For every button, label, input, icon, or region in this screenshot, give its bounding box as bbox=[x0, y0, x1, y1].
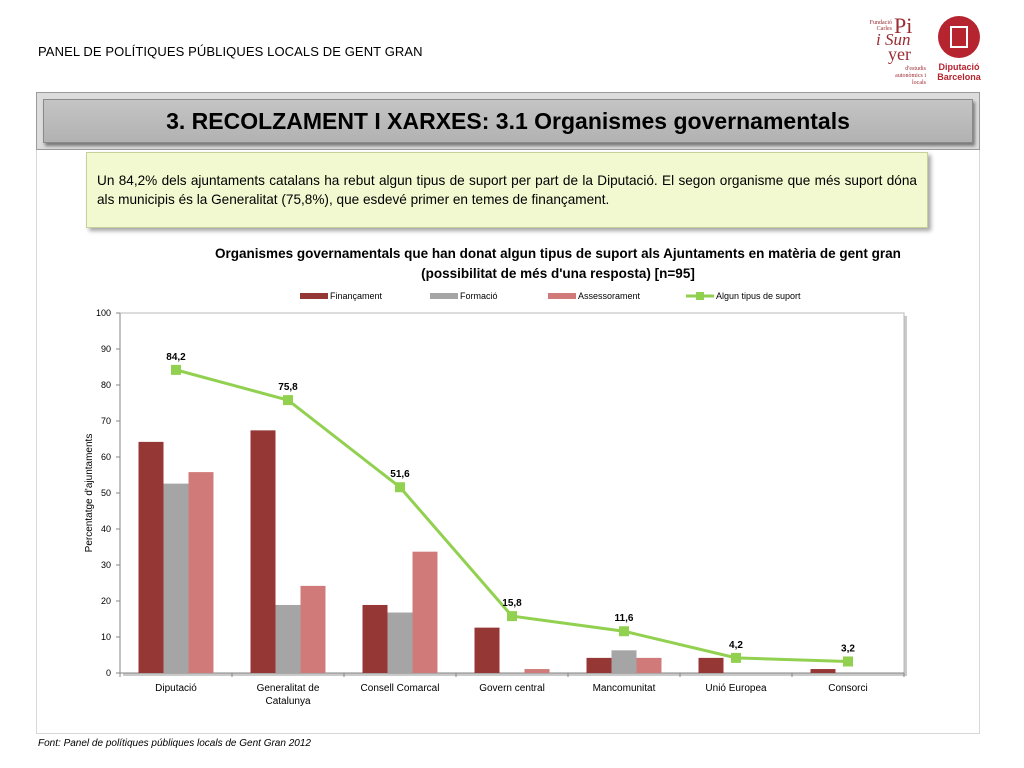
bar-assessorament bbox=[636, 657, 662, 673]
line-point-marker bbox=[171, 364, 181, 375]
legend-label: Algun tipus de suport bbox=[716, 291, 801, 301]
y-tick-label: 40 bbox=[101, 524, 111, 534]
line-point-marker bbox=[283, 395, 293, 406]
logo-line-1: Pi bbox=[894, 13, 913, 38]
data-label: 4,2 bbox=[729, 640, 743, 651]
fundacio-pi-sunyer-logo: Fundació Carles Pi i Sun yer d'estudis a… bbox=[864, 13, 930, 94]
y-tick-label: 70 bbox=[101, 416, 111, 426]
legend-marker bbox=[696, 292, 704, 300]
y-tick-label: 20 bbox=[101, 596, 111, 606]
legend-swatch bbox=[548, 293, 576, 299]
bar-assessorament bbox=[300, 585, 326, 673]
x-tick-label: Unió Europea bbox=[705, 683, 767, 694]
x-tick-label: Mancomunitat bbox=[593, 683, 656, 694]
legend-label: Finançament bbox=[330, 291, 383, 301]
x-tick-label: Govern central bbox=[479, 683, 545, 694]
data-label: 51,6 bbox=[390, 469, 410, 480]
y-axis-label: Percentatge d'ajuntaments bbox=[84, 434, 95, 553]
bar-formació bbox=[387, 612, 413, 673]
x-tick-label: Consorci bbox=[828, 683, 867, 694]
diputacio-seal-icon bbox=[938, 16, 980, 58]
legend-label: Formació bbox=[460, 291, 498, 301]
y-tick-label: 60 bbox=[101, 452, 111, 462]
logo-line-2: i Sun bbox=[876, 30, 911, 49]
line-point-marker bbox=[731, 652, 741, 663]
y-tick-label: 80 bbox=[101, 380, 111, 390]
legend-label: Assessorament bbox=[578, 291, 641, 301]
logo-small-text: Fundació Carles bbox=[869, 20, 892, 32]
bar-assessorament bbox=[188, 472, 214, 673]
bar-formació bbox=[163, 483, 189, 673]
line-point-marker bbox=[619, 626, 629, 637]
data-label: 11,6 bbox=[615, 613, 634, 624]
line-point-marker bbox=[395, 482, 405, 493]
title-bar: 3. RECOLZAMENT I XARXES: 3.1 Organismes … bbox=[36, 92, 980, 150]
bar-finançament bbox=[586, 657, 612, 673]
logo-line-3: yer bbox=[888, 44, 911, 64]
diputacio-logo-text: Diputació Barcelona bbox=[937, 62, 981, 82]
x-tick-label: Diputació bbox=[155, 683, 197, 694]
line-point-marker bbox=[843, 656, 853, 667]
bar-finançament bbox=[138, 441, 164, 673]
bar-finançament bbox=[250, 430, 276, 673]
data-label: 3,2 bbox=[841, 643, 855, 654]
bar-finançament bbox=[698, 657, 724, 673]
bar-finançament bbox=[362, 604, 388, 673]
bar-formació bbox=[275, 604, 301, 673]
data-label: 75,8 bbox=[278, 382, 298, 393]
bar-finançament bbox=[474, 627, 500, 673]
slide-title: 3. RECOLZAMENT I XARXES: 3.1 Organismes … bbox=[43, 99, 973, 143]
bar-assessorament bbox=[524, 669, 550, 673]
y-tick-label: 10 bbox=[101, 632, 111, 642]
x-tick-label: Generalitat de bbox=[257, 683, 320, 694]
line-point-marker bbox=[507, 611, 517, 622]
logo-tagline: d'estudis autonòmics i locals bbox=[895, 66, 926, 86]
x-tick-label: Catalunya bbox=[265, 696, 310, 707]
chart-title: Organismes governamentals que han donat … bbox=[215, 246, 901, 281]
legend-swatch bbox=[430, 293, 458, 299]
y-tick-label: 100 bbox=[96, 308, 111, 318]
bar-formació bbox=[611, 650, 637, 673]
diputacio-barcelona-logo: Diputació Barcelona bbox=[934, 16, 984, 86]
bar-finançament bbox=[810, 669, 836, 673]
header-title: PANEL DE POLÍTIQUES PÚBLIQUES LOCALS DE … bbox=[38, 44, 423, 59]
bar-assessorament bbox=[412, 551, 438, 673]
data-label: 84,2 bbox=[166, 352, 186, 363]
x-tick-label: Consell Comarcal bbox=[361, 683, 440, 694]
summary-box: Un 84,2% dels ajuntaments catalans ha re… bbox=[86, 152, 928, 228]
y-tick-label: 0 bbox=[106, 668, 111, 678]
y-tick-label: 30 bbox=[101, 560, 111, 570]
legend-swatch bbox=[300, 293, 328, 299]
source-note: Font: Panel de polítiques públiques loca… bbox=[38, 738, 311, 749]
data-label: 15,8 bbox=[502, 598, 522, 609]
y-tick-label: 50 bbox=[101, 488, 111, 498]
y-tick-label: 90 bbox=[101, 344, 111, 354]
